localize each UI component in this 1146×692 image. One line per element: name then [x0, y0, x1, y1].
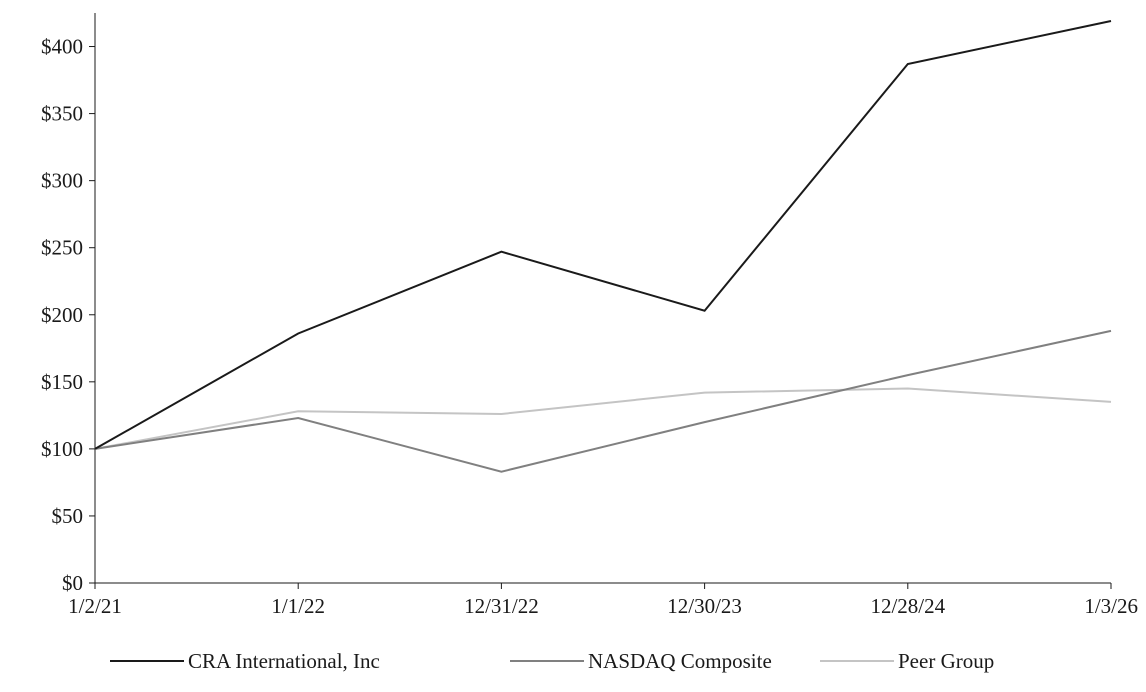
x-tick-label: 1/3/26	[1084, 594, 1138, 618]
x-tick-label: 12/30/23	[667, 594, 742, 618]
series-line-cra-international-inc	[94, 20, 1112, 450]
legend-label-cra-international-inc: CRA International, Inc	[188, 649, 380, 673]
y-tick-label: $300	[41, 169, 83, 193]
y-tick-label: $150	[41, 370, 83, 394]
y-tick-label: $100	[41, 437, 83, 461]
y-tick-label: $400	[41, 35, 83, 59]
legend-label-peer-group: Peer Group	[898, 649, 994, 673]
y-tick-label: $350	[41, 102, 83, 126]
axes	[94, 13, 1111, 584]
series-lines	[94, 20, 1112, 473]
x-tick-label: 1/1/22	[271, 594, 325, 618]
y-axis-ticks: $0 $50 $100 $150 $200 $250 $300 $350 $400	[41, 35, 95, 595]
x-tick-label: 12/28/24	[870, 594, 945, 618]
y-tick-label: $0	[62, 571, 83, 595]
y-tick-label: $250	[41, 236, 83, 260]
series-line-peer-group	[94, 387, 1112, 450]
legend-label-nasdaq-composite: NASDAQ Composite	[588, 649, 772, 673]
y-tick-label: $50	[52, 504, 84, 528]
legend: CRA International, Inc NASDAQ Composite Pe…	[110, 649, 994, 673]
y-tick-label: $200	[41, 303, 83, 327]
series-line-nasdaq-composite	[94, 329, 1112, 473]
x-tick-label: 1/2/21	[68, 594, 122, 618]
x-axis-ticks: 1/2/21 1/1/22 12/31/22 12/30/23 12/28/24 1/3/…	[68, 583, 1138, 618]
x-tick-label: 12/31/22	[464, 594, 539, 618]
